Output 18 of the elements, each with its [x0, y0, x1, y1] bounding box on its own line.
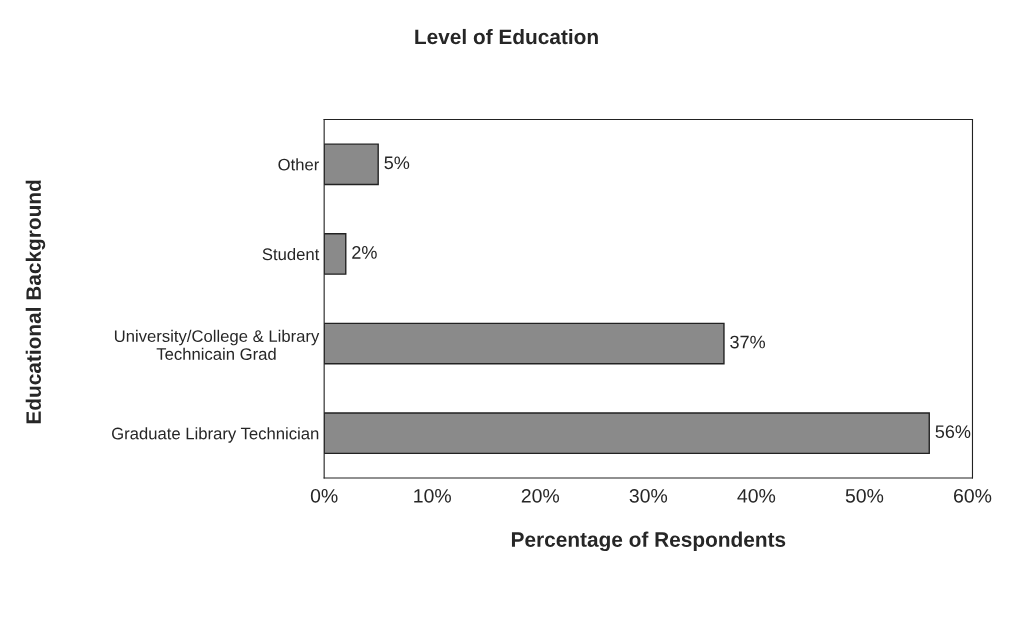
x-tick-label: 20% — [521, 488, 560, 503]
x-tick-label: 0% — [310, 488, 338, 503]
x-tick-label: 50% — [845, 488, 884, 503]
data-label: 56% — [935, 425, 971, 439]
data-label: 2% — [352, 246, 377, 259]
data-label: 5% — [384, 156, 410, 170]
chart-title: Level of Education — [415, 28, 598, 45]
y-tick-label: Graduate Library Technician — [112, 427, 319, 443]
x-tick-label: 10% — [414, 488, 451, 503]
x-tick-label: 60% — [954, 488, 992, 503]
y-axis-title: Educational Background — [25, 180, 46, 424]
x-axis-title: Percentage of Respondents — [511, 531, 786, 552]
y-tick-label: Student — [262, 247, 320, 261]
data-label: 37% — [730, 335, 766, 349]
y-tick-label: University/College & Library Technicain Grad — [114, 329, 320, 360]
x-tick-label: 30% — [629, 488, 668, 503]
y-tick-label: Other — [278, 158, 320, 171]
x-tick-label: 40% — [737, 488, 776, 503]
